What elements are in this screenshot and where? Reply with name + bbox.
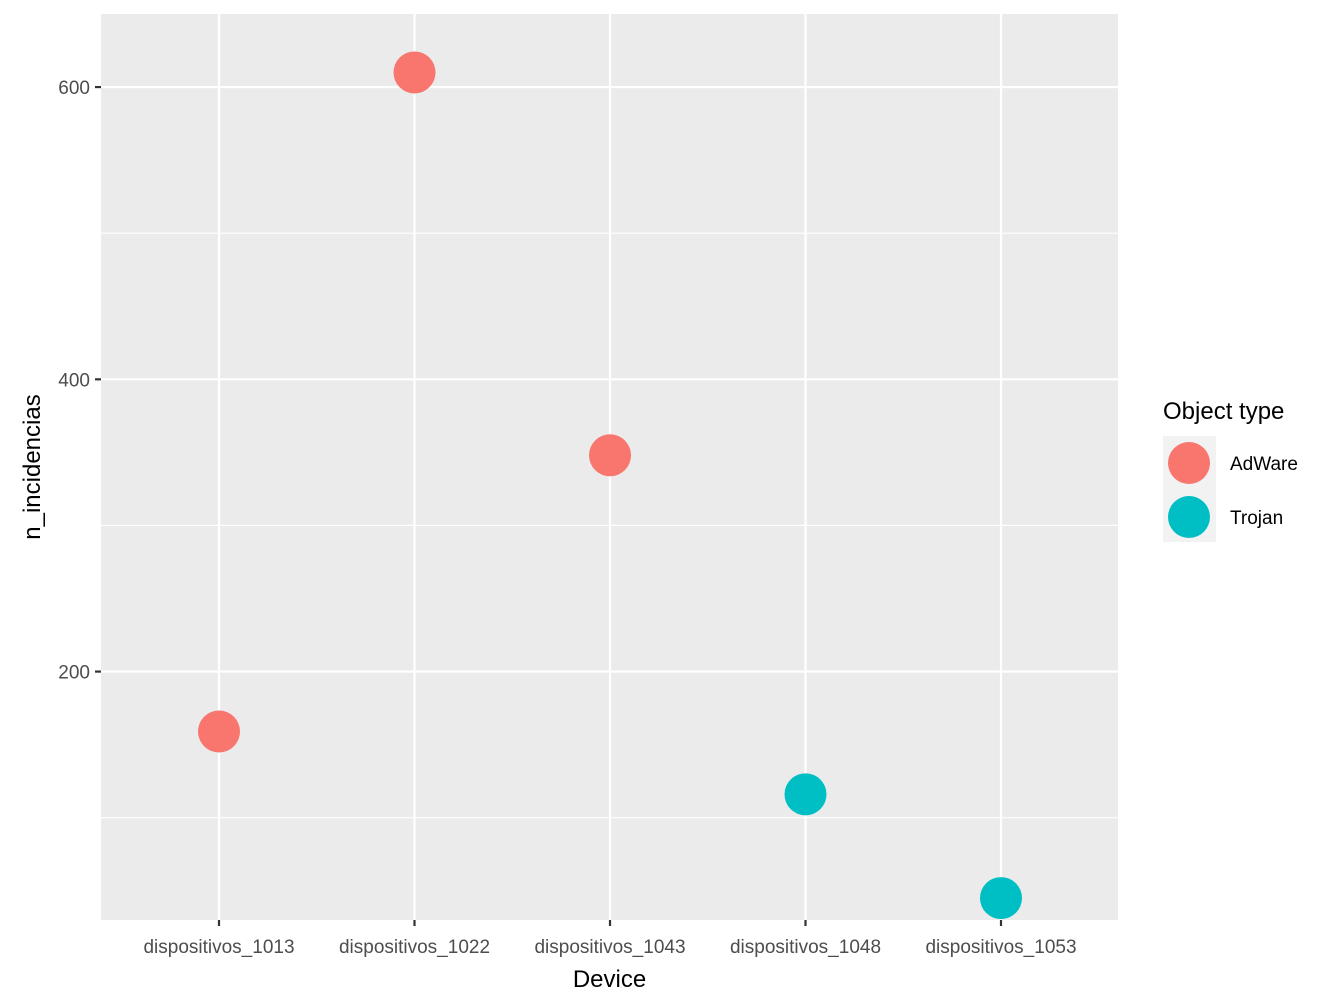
data-point-adware-0 (198, 710, 240, 753)
x-tick-label-4: dispositivos_1053 (925, 937, 1076, 958)
x-tick-label-1: dispositivos_1022 (339, 937, 490, 958)
legend-key-trojan (1168, 496, 1210, 538)
x-tick-label-3: dispositivos_1048 (730, 937, 881, 958)
y-tick-label-1: 400 (58, 370, 90, 391)
legend-label-adware: AdWare (1230, 454, 1298, 475)
x-axis-title: Device (573, 966, 646, 993)
y-tick-label-2: 600 (58, 78, 90, 99)
data-point-adware-1 (393, 51, 436, 94)
legend-entries: AdWare Trojan (1168, 442, 1298, 538)
data-point-adware-2 (589, 434, 631, 477)
y-tick-label-0: 200 (58, 663, 90, 684)
y-axis: 200 400 600 (58, 78, 101, 684)
x-tick-label-2: dispositivos_1043 (534, 937, 685, 958)
data-point-trojan-3 (784, 773, 827, 816)
legend-label-trojan: Trojan (1230, 508, 1283, 529)
major-gridlines (101, 14, 1118, 920)
y-axis-title: n_incidencias (19, 394, 46, 539)
data-point-trojan-4 (980, 877, 1022, 920)
legend-key-adware (1168, 442, 1210, 484)
legend-title: Object type (1163, 398, 1284, 425)
data-points (198, 51, 1022, 920)
x-tick-label-0: dispositivos_1013 (143, 937, 294, 958)
x-axis: dispositivos_1013 dispositivos_1022 dispos… (143, 920, 1077, 958)
legend: Object type AdWare Trojan (1163, 398, 1298, 542)
